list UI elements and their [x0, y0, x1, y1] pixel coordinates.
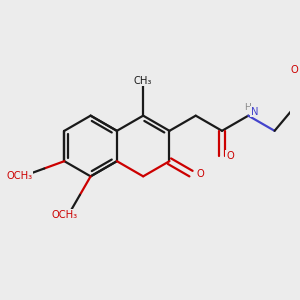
Text: O: O: [197, 169, 205, 178]
Text: CH₃: CH₃: [134, 76, 152, 85]
Text: O: O: [290, 65, 298, 75]
Text: OCH₃: OCH₃: [7, 171, 33, 181]
Text: N: N: [251, 107, 258, 117]
Text: OCH₃: OCH₃: [52, 210, 78, 220]
Text: O: O: [226, 151, 234, 161]
Text: H: H: [244, 103, 251, 112]
